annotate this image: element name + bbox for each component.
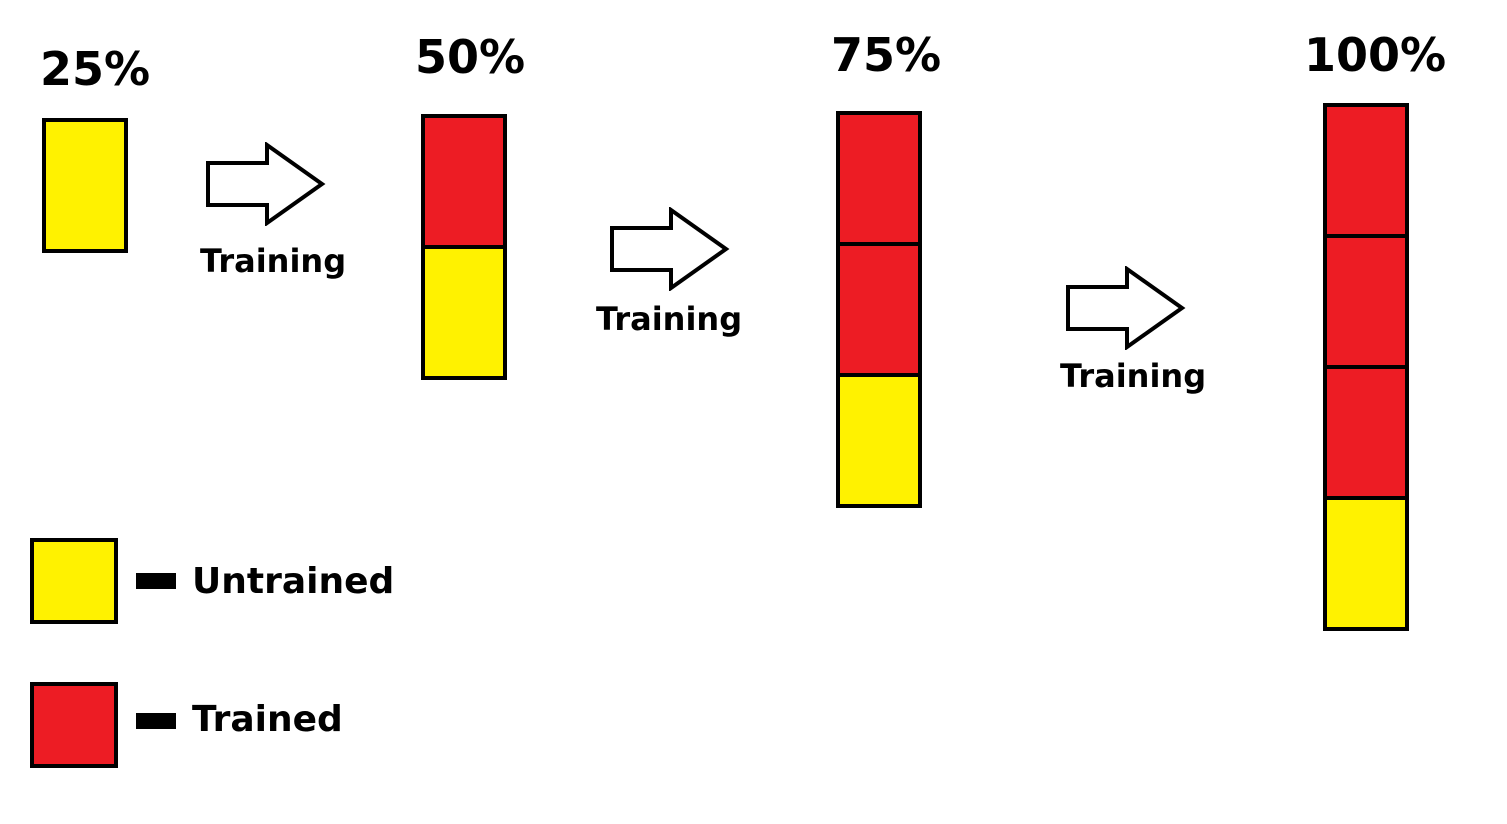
- stage-label-50: 50%: [415, 30, 526, 84]
- stage-label-25: 25%: [40, 42, 151, 96]
- untrained-block: [840, 373, 918, 504]
- trained-block: [840, 242, 918, 373]
- legend-dash-trained: [136, 713, 176, 729]
- untrained-block: [425, 245, 503, 376]
- trained-block: [1327, 365, 1405, 496]
- trained-block: [1327, 234, 1405, 365]
- trained-block: [425, 118, 503, 245]
- arrow-label-training-3: Training: [1060, 357, 1207, 395]
- stage-stack-100: [1323, 103, 1409, 631]
- legend-swatch-trained: [30, 682, 118, 768]
- trained-block: [840, 115, 918, 242]
- legend-swatch-untrained: [30, 538, 118, 624]
- stage-stack-50: [421, 114, 507, 380]
- stage-stack-25: [42, 118, 128, 253]
- stage-stack-75: [836, 111, 922, 508]
- arrow-right-icon: [206, 142, 326, 226]
- legend-label-untrained: Untrained: [192, 561, 395, 602]
- legend-label-trained: Trained: [192, 699, 343, 740]
- trained-block: [1327, 107, 1405, 234]
- untrained-block: [46, 122, 124, 249]
- arrow-right-icon: [610, 207, 730, 291]
- untrained-block: [1327, 496, 1405, 627]
- arrow-label-training-1: Training: [200, 242, 347, 280]
- stage-label-75: 75%: [831, 28, 942, 82]
- arrow-label-training-2: Training: [596, 300, 743, 338]
- arrow-right-icon: [1066, 266, 1186, 350]
- stage-label-100: 100%: [1304, 28, 1447, 82]
- legend-dash-untrained: [136, 573, 176, 589]
